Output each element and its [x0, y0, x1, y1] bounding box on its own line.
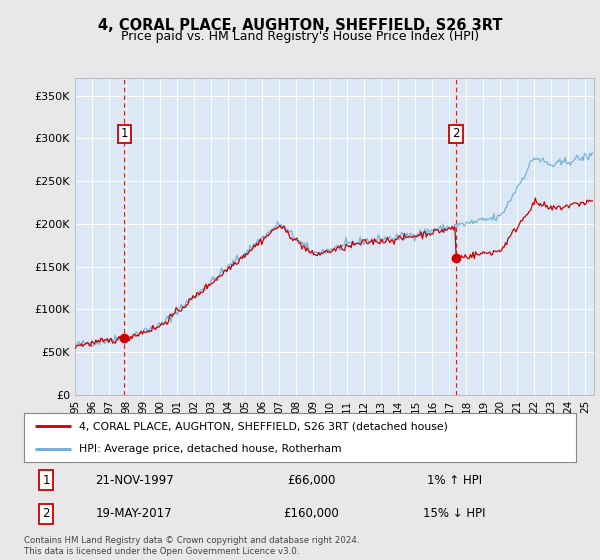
Text: 2: 2 [452, 128, 460, 141]
Text: Price paid vs. HM Land Registry's House Price Index (HPI): Price paid vs. HM Land Registry's House … [121, 30, 479, 43]
Text: £66,000: £66,000 [287, 474, 335, 487]
Text: £160,000: £160,000 [283, 507, 339, 520]
Text: 4, CORAL PLACE, AUGHTON, SHEFFIELD, S26 3RT: 4, CORAL PLACE, AUGHTON, SHEFFIELD, S26 … [98, 18, 502, 33]
Text: 21-NOV-1997: 21-NOV-1997 [95, 474, 174, 487]
Text: 1: 1 [121, 128, 128, 141]
Text: 15% ↓ HPI: 15% ↓ HPI [424, 507, 486, 520]
Text: HPI: Average price, detached house, Rotherham: HPI: Average price, detached house, Roth… [79, 444, 342, 454]
Text: 2: 2 [43, 507, 50, 520]
Text: 19-MAY-2017: 19-MAY-2017 [96, 507, 173, 520]
Text: 1% ↑ HPI: 1% ↑ HPI [427, 474, 482, 487]
Text: Contains HM Land Registry data © Crown copyright and database right 2024.
This d: Contains HM Land Registry data © Crown c… [24, 536, 359, 556]
Text: 1: 1 [43, 474, 50, 487]
Text: 4, CORAL PLACE, AUGHTON, SHEFFIELD, S26 3RT (detached house): 4, CORAL PLACE, AUGHTON, SHEFFIELD, S26 … [79, 421, 448, 431]
